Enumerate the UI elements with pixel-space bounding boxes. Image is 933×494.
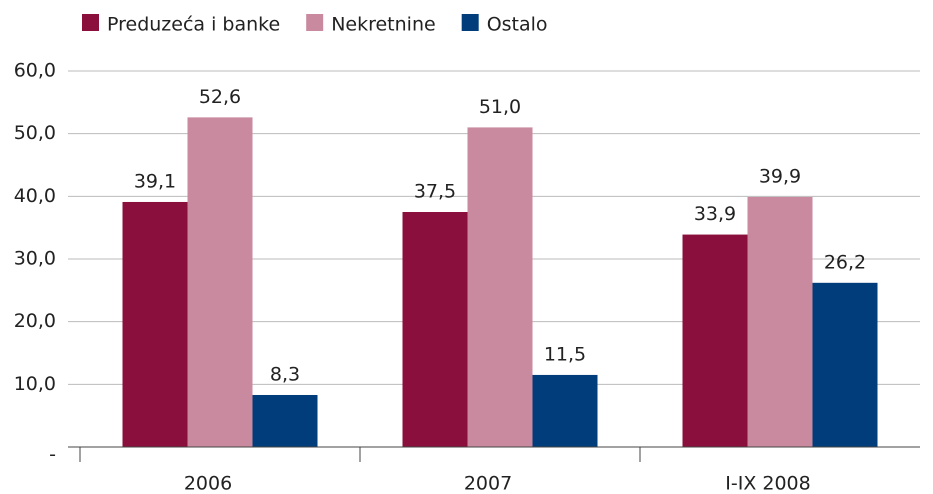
bar <box>467 127 533 448</box>
value-label: 26,2 <box>824 251 866 273</box>
value-label: 37,5 <box>414 181 456 203</box>
value-label: 51,0 <box>479 96 521 118</box>
x-tick-label: I-IX 2008 <box>725 473 810 494</box>
bar <box>187 117 253 447</box>
value-label: 39,1 <box>134 170 176 192</box>
y-tick-label: 20,0 <box>14 310 56 332</box>
value-label: 52,6 <box>199 86 241 108</box>
bar <box>747 196 813 447</box>
legend-label: Ostalo <box>487 14 548 36</box>
bar <box>812 282 878 447</box>
y-tick-label: - <box>49 444 56 466</box>
y-tick-label: 30,0 <box>14 248 56 270</box>
bar <box>532 374 598 447</box>
x-tick-label: 2007 <box>464 473 512 494</box>
legend-swatch <box>82 14 99 31</box>
bar <box>682 234 748 447</box>
bar <box>252 394 318 447</box>
value-label: 11,5 <box>544 343 586 365</box>
value-label: 33,9 <box>694 203 736 225</box>
bar <box>122 201 188 447</box>
bar <box>402 212 468 447</box>
legend-label: Nekretnine <box>331 14 436 36</box>
y-tick-label: 60,0 <box>14 60 56 82</box>
legend-label: Preduzeća i banke <box>107 14 280 36</box>
value-label: 8,3 <box>270 363 300 385</box>
y-tick-label: 50,0 <box>14 122 56 144</box>
y-tick-label: 10,0 <box>14 373 56 395</box>
legend-swatch <box>306 14 324 31</box>
legend-swatch <box>461 14 479 31</box>
value-label: 39,9 <box>759 165 801 187</box>
x-tick-label: 2006 <box>184 473 232 494</box>
y-tick-label: 40,0 <box>14 185 56 207</box>
